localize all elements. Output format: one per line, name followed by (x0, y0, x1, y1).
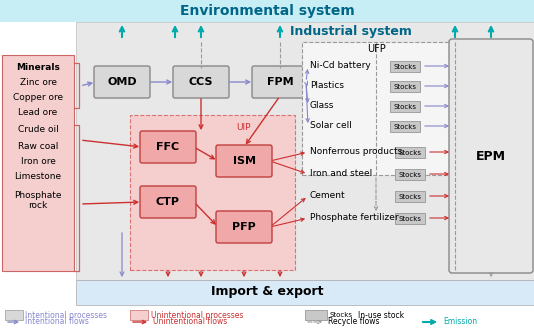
Text: Unintentional processes: Unintentional processes (151, 311, 244, 319)
Bar (395, 213, 425, 224)
Text: Stocks: Stocks (398, 194, 421, 200)
Text: Stocks: Stocks (398, 150, 421, 156)
Text: Crude oil: Crude oil (18, 125, 58, 134)
Text: Iron and steel: Iron and steel (310, 170, 372, 179)
Bar (2, 55, 74, 271)
Text: Phosphate fertilizer: Phosphate fertilizer (310, 214, 398, 222)
Text: Stocks: Stocks (329, 312, 352, 318)
Text: Copper ore: Copper ore (13, 93, 63, 102)
FancyBboxPatch shape (140, 186, 196, 218)
Text: Import & export: Import & export (211, 285, 323, 299)
Text: Stocks: Stocks (394, 104, 417, 110)
Text: ISM: ISM (232, 156, 255, 166)
Text: Emission: Emission (443, 317, 477, 326)
Bar (305, 310, 327, 320)
Text: Raw coal: Raw coal (18, 142, 58, 151)
FancyBboxPatch shape (449, 39, 533, 273)
Bar (130, 310, 148, 320)
Text: UFP: UFP (367, 44, 386, 54)
Bar (302, 42, 450, 175)
Text: Stocks: Stocks (394, 84, 417, 90)
Bar (76, 280, 534, 305)
Text: OMD: OMD (107, 77, 137, 87)
Text: Plastics: Plastics (310, 82, 344, 90)
FancyBboxPatch shape (173, 66, 229, 98)
Text: Cement: Cement (310, 191, 345, 201)
Text: Minerals: Minerals (16, 63, 60, 72)
Bar (76, 22, 534, 280)
Bar (0, 0, 534, 22)
Text: PFP: PFP (232, 222, 256, 232)
FancyBboxPatch shape (140, 131, 196, 163)
FancyBboxPatch shape (216, 211, 272, 243)
Text: Phosphate
rock: Phosphate rock (14, 191, 62, 211)
Bar (390, 81, 420, 92)
Text: Lead ore: Lead ore (18, 108, 58, 117)
Text: Stocks: Stocks (394, 124, 417, 130)
Bar (130, 115, 295, 270)
Text: Intentional flows: Intentional flows (25, 317, 89, 326)
Bar (395, 169, 425, 180)
Text: FPM: FPM (266, 77, 293, 87)
Bar (390, 101, 420, 112)
Text: In-use stock: In-use stock (358, 311, 404, 319)
Bar (395, 147, 425, 158)
Text: Zinc ore: Zinc ore (20, 78, 57, 87)
Text: Glass: Glass (310, 102, 334, 111)
Text: Ni-Cd battery: Ni-Cd battery (310, 61, 371, 71)
Bar (395, 191, 425, 202)
Text: Stocks: Stocks (398, 216, 421, 222)
Text: Industrial system: Industrial system (290, 24, 412, 38)
Bar (390, 61, 420, 72)
Text: CCS: CCS (189, 77, 213, 87)
Text: Stocks: Stocks (398, 172, 421, 178)
Text: Solar cell: Solar cell (310, 121, 352, 130)
Bar (5, 310, 23, 320)
Text: CTP: CTP (156, 197, 180, 207)
Text: FFC: FFC (156, 142, 179, 152)
FancyBboxPatch shape (94, 66, 150, 98)
Text: Stocks: Stocks (394, 64, 417, 70)
FancyBboxPatch shape (216, 145, 272, 177)
Text: EPM: EPM (476, 149, 506, 162)
Text: Recycle flows: Recycle flows (328, 317, 380, 326)
Text: Environmental system: Environmental system (179, 4, 355, 18)
Text: UIP: UIP (236, 123, 250, 133)
Text: Intentional processes: Intentional processes (25, 311, 107, 319)
Text: Iron ore: Iron ore (21, 157, 56, 166)
Bar (390, 121, 420, 132)
FancyBboxPatch shape (252, 66, 308, 98)
Text: Nonferrous products: Nonferrous products (310, 148, 402, 156)
Text: Unintentional flows: Unintentional flows (153, 317, 227, 326)
Text: Limestone: Limestone (14, 172, 61, 181)
